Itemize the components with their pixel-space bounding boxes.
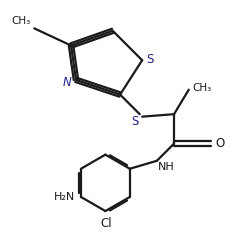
Text: N: N — [62, 76, 71, 89]
Text: CH₃: CH₃ — [11, 16, 30, 26]
Text: Cl: Cl — [101, 217, 112, 230]
Text: O: O — [215, 137, 224, 150]
Text: H₂N: H₂N — [54, 192, 75, 202]
Text: S: S — [131, 115, 138, 128]
Text: NH: NH — [158, 162, 175, 172]
Text: S: S — [146, 53, 154, 65]
Text: CH₃: CH₃ — [192, 83, 212, 93]
